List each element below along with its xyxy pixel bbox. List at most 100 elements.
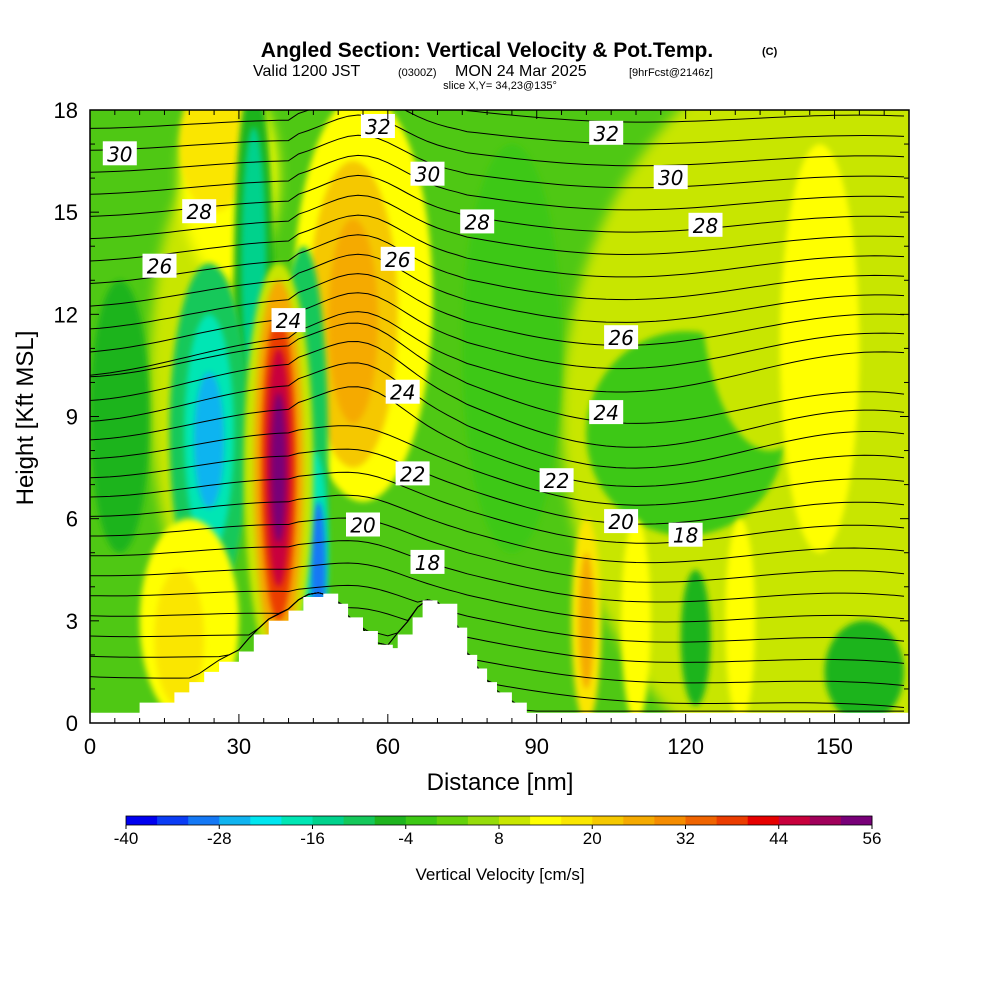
contour-label-box — [539, 468, 574, 493]
contour-label: 24 — [385, 379, 420, 405]
colorbar-segment — [312, 816, 345, 825]
contour-line — [90, 273, 905, 346]
velocity-region — [621, 518, 651, 723]
contour-label-box — [385, 379, 420, 404]
contour-label-text: 18 — [673, 524, 698, 548]
contour-label-box — [346, 512, 380, 537]
contour-line — [90, 292, 905, 370]
colorbar-segment — [716, 816, 749, 825]
contour-label-text: 24 — [390, 381, 415, 405]
contour-line — [90, 340, 905, 448]
contour-line — [90, 562, 905, 623]
colorbar-segment — [405, 816, 438, 825]
contour-label-text: 28 — [464, 210, 489, 234]
contour-label-box — [182, 199, 217, 224]
contour-label: 20 — [346, 512, 380, 538]
x-tick-label: 150 — [816, 734, 853, 759]
contour-line — [90, 214, 905, 278]
contour-label: 28 — [460, 209, 495, 234]
contour-label-text: 28 — [693, 214, 718, 238]
colorbar-segment — [840, 816, 873, 825]
contour-line — [90, 322, 905, 424]
contour-label-box — [410, 549, 445, 574]
contour-line — [90, 592, 905, 664]
contour-label-text: 22 — [400, 462, 425, 486]
colorbar-label: -28 — [207, 829, 232, 848]
colorbar-segment — [343, 816, 376, 825]
contour-label: 18 — [410, 549, 445, 575]
colorbar-segment — [250, 816, 282, 825]
colorbar-labels: -40 -28 -16 -4 8 20 32 44 56 — [114, 825, 881, 848]
contour-label: 30 — [102, 141, 137, 166]
contour-label-box — [589, 400, 624, 425]
potential-temperature-contours — [90, 110, 905, 712]
chart-title-tag: (C) — [762, 46, 778, 58]
velocity-region — [328, 218, 378, 424]
contour-line — [90, 471, 905, 544]
contour-label: 26 — [142, 253, 177, 279]
contour-label-text: 24 — [593, 401, 618, 425]
colorbar-segment — [126, 816, 158, 825]
contour-labels: 32 32 30 30 30 28 28 28 26 26 26 24 24 24 22 22 20 20 18 18 — [102, 114, 723, 575]
contour-line — [90, 517, 905, 583]
velocity-region — [194, 372, 225, 509]
colorbar-segment — [157, 816, 189, 825]
contour-line — [90, 386, 905, 488]
colorbar-segment — [623, 816, 655, 825]
x-tick-label: 120 — [667, 734, 704, 759]
contour-label: 24 — [271, 308, 306, 333]
contour-label-text: 32 — [593, 122, 618, 146]
contour-label-box — [688, 212, 723, 237]
y-axis-title: Height [Kft MSL] — [12, 331, 39, 506]
slice-info: slice X,Y= 34,23@135° — [443, 80, 557, 92]
contour-label-text: 24 — [276, 309, 301, 333]
contour-label-box — [380, 246, 415, 271]
contour-label-text: 30 — [415, 163, 440, 187]
colorbar-segment — [592, 816, 624, 825]
contour-label-box — [360, 114, 395, 138]
contour-label-box — [589, 120, 624, 145]
contour-label: 28 — [688, 212, 723, 238]
contour-label-text: 26 — [385, 248, 410, 272]
contour-label-box — [142, 253, 177, 278]
colorbar-segment — [436, 816, 469, 825]
colorbar-segment — [778, 816, 811, 825]
contour-line — [90, 448, 905, 525]
velocity-region — [271, 392, 286, 543]
velocity-region — [579, 552, 594, 689]
contour-line — [90, 584, 905, 643]
colorbar-label: 20 — [583, 829, 602, 848]
contour-label-text: 30 — [107, 142, 132, 166]
contour-line — [90, 311, 905, 393]
contour-label: 18 — [668, 522, 703, 548]
plot-area — [90, 110, 909, 723]
colorbar-segment — [188, 816, 220, 825]
x-tick-label: 0 — [84, 734, 96, 759]
contour-label-box — [271, 308, 306, 333]
colorbar-segment — [467, 816, 500, 825]
valid-date: MON 24 Mar 2025 — [455, 63, 587, 80]
contour-label-text: 20 — [350, 514, 375, 538]
contour-line — [90, 194, 905, 256]
contour-label-text: 20 — [608, 510, 633, 534]
y-tick-label: 12 — [54, 302, 78, 327]
colorbar-segment — [219, 816, 251, 825]
valid-forecast: [9hrFcst@2146z] — [629, 67, 713, 79]
contour-label-text: 26 — [608, 326, 633, 350]
x-axis-title: Distance [nm] — [427, 769, 574, 796]
colorbar-label: -4 — [398, 829, 413, 848]
contour-label: 28 — [182, 199, 217, 224]
colorbar-segment — [654, 816, 686, 825]
velocity-region — [780, 144, 860, 553]
contour-line — [90, 110, 905, 145]
contour-label-text: 28 — [186, 200, 211, 224]
colorbar-segment — [561, 816, 593, 825]
contour-label-box — [604, 325, 639, 350]
colorbar-segment — [747, 816, 780, 825]
contour-label-box — [604, 509, 639, 534]
contour-label: 20 — [604, 509, 639, 534]
velocity-region — [154, 569, 205, 707]
y-tick-label: 15 — [54, 200, 78, 225]
contour-label: 30 — [653, 165, 688, 190]
contour-line — [90, 134, 905, 189]
